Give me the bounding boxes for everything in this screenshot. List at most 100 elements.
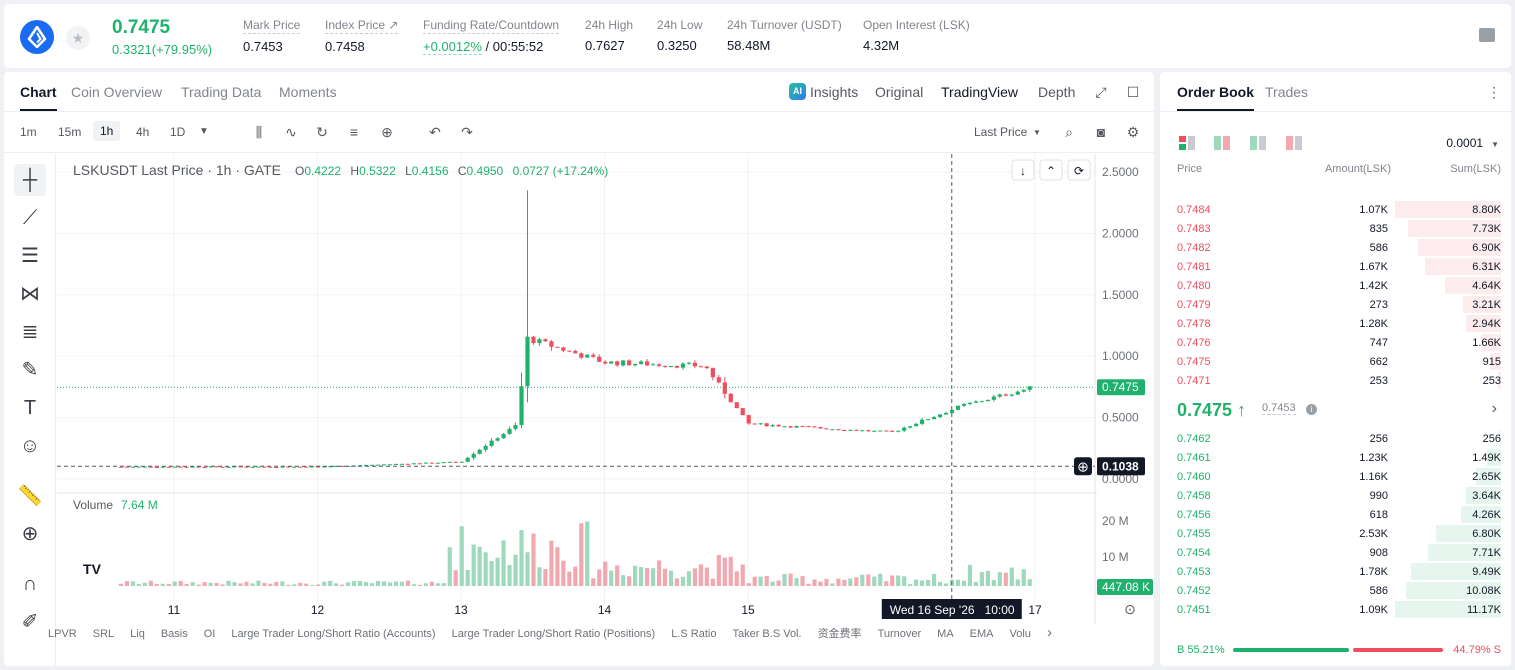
interval-1h[interactable]: 1h — [93, 121, 121, 141]
indicators-icon[interactable]: ∿ — [285, 124, 297, 140]
ask-row[interactable]: 0.7483 835 7.73K — [1160, 219, 1511, 238]
ask-row[interactable]: 0.7476 747 1.66K — [1160, 333, 1511, 352]
undo-icon[interactable]: ↶ — [429, 124, 441, 140]
interval-dropdown-icon[interactable]: ▼ — [199, 126, 209, 137]
search-icon[interactable]: ⌕ — [1065, 124, 1073, 140]
bid-row[interactable]: 0.7456 618 4.26K — [1160, 505, 1511, 524]
indicator-item[interactable]: Large Trader Long/Short Ratio (Positions… — [451, 628, 656, 640]
reset-button[interactable] — [1067, 159, 1091, 181]
ask-row[interactable]: 0.7482 586 6.90K — [1160, 238, 1511, 257]
ask-row[interactable]: 0.7480 1.42K 4.64K — [1160, 276, 1511, 295]
bid-row[interactable]: 0.7458 990 3.64K — [1160, 486, 1511, 505]
candle-body — [1009, 394, 1014, 396]
fullscreen-icon[interactable]: ☐ — [1126, 84, 1140, 100]
tab-original[interactable]: Original — [875, 84, 924, 100]
indicator-item[interactable]: L.S Ratio — [671, 628, 717, 640]
bid-row[interactable]: 0.7453 1.78K 9.49K — [1160, 562, 1511, 581]
bid-row[interactable]: 0.7455 2.53K 6.80K — [1160, 524, 1511, 543]
magnet-tool-icon[interactable]: ∩ — [22, 573, 38, 595]
volume-bar — [555, 547, 560, 586]
indicator-item[interactable]: 资金费率 — [817, 628, 862, 640]
tab-insights[interactable]: Insights — [810, 84, 859, 100]
price-source-select[interactable]: Last Price — [974, 125, 1028, 139]
bid-row[interactable]: 0.7462 256 256 — [1160, 429, 1511, 448]
text-tool-icon[interactable]: T — [23, 397, 37, 419]
bid-row[interactable]: 0.7460 1.16K 2.65K — [1160, 467, 1511, 486]
precision-select[interactable]: 0.0001 ▼ — [1446, 136, 1499, 150]
ask-row[interactable]: 0.7471 253 253 — [1160, 371, 1511, 390]
mark-price-info-icon: ⅰ — [1306, 404, 1317, 415]
indicator-item[interactable]: OI — [203, 628, 216, 640]
indicator-item[interactable]: Liq — [130, 628, 145, 640]
redo-icon[interactable]: ↷ — [461, 124, 473, 140]
settings-icon[interactable]: ⚙ — [1126, 124, 1140, 140]
candle-type-icon[interactable]: ⫼ — [255, 124, 263, 140]
add-order-button[interactable] — [1074, 457, 1092, 476]
bid-row[interactable]: 0.7454 908 7.71K — [1160, 543, 1511, 562]
tab-tradingview[interactable]: TradingView — [941, 84, 1019, 100]
trend-line-tool-icon[interactable]: ⟋ — [23, 207, 37, 229]
crosshair-tool-icon[interactable]: ┼ — [14, 164, 46, 196]
templates-icon[interactable]: ≡ — [349, 124, 359, 140]
ask-row[interactable]: 0.7475 662 915 — [1160, 352, 1511, 371]
replay-icon[interactable]: ↻ — [316, 124, 328, 140]
ruler-tool-icon[interactable]: 📏 — [17, 485, 43, 507]
bid-row[interactable]: 0.7461 1.23K 1.49K — [1160, 448, 1511, 467]
price-chart[interactable]: LSKUSDT Last Price · 1h · GATE O0.4222 H… — [57, 154, 1154, 624]
collapse-button[interactable] — [1039, 159, 1063, 181]
more-menu-icon[interactable]: ⋮ — [1487, 84, 1501, 100]
lock-draw-tool-icon[interactable]: ✐ — [21, 611, 39, 633]
view-asks-icon[interactable] — [1286, 136, 1303, 150]
view-bids-icon[interactable] — [1250, 136, 1267, 150]
pattern-tool-icon[interactable]: ⋈ — [20, 283, 40, 305]
indicator-item[interactable]: Turnover — [877, 628, 922, 640]
indicator-item[interactable]: EMA — [969, 628, 994, 640]
bid-row[interactable]: 0.7452 586 10.08K — [1160, 581, 1511, 600]
view-both-icon[interactable] — [1179, 136, 1196, 150]
brush-tool-icon[interactable]: ✎ — [21, 359, 39, 381]
tab-moments[interactable]: Moments — [279, 84, 337, 100]
ask-row[interactable]: 0.7478 1.28K 2.94K — [1160, 314, 1511, 333]
interval-1d[interactable]: 1D — [170, 125, 186, 139]
volume-bar — [925, 579, 931, 586]
zoom-in-tool-icon[interactable]: ⊕ — [21, 523, 39, 545]
interval-15m[interactable]: 15m — [58, 125, 82, 139]
ask-row[interactable]: 0.7484 1.07K 8.80K — [1160, 200, 1511, 219]
fib-tool-icon[interactable]: ≣ — [21, 321, 39, 343]
indicator-item[interactable]: Basis — [160, 628, 188, 640]
time-axis-settings-icon[interactable]: ⊙ — [1124, 601, 1136, 617]
ask-sum: 4.64K — [1472, 280, 1501, 292]
price-source-dropdown-icon[interactable]: ▼ — [1033, 128, 1041, 137]
chevron-right-icon[interactable]: › — [1046, 624, 1052, 641]
indicator-item[interactable]: Large Trader Long/Short Ratio (Accounts) — [231, 628, 436, 640]
indicator-item[interactable]: SRL — [92, 628, 115, 640]
tab-trading-data[interactable]: Trading Data — [181, 84, 262, 100]
expand-icon[interactable]: ⤢ — [1095, 84, 1107, 100]
interval-1m[interactable]: 1m — [20, 125, 37, 139]
interval-4h[interactable]: 4h — [136, 125, 150, 139]
indicator-item[interactable]: Volu — [1009, 628, 1031, 640]
ask-row[interactable]: 0.7479 273 3.21K — [1160, 295, 1511, 314]
emoji-tool-icon[interactable]: ☺ — [19, 435, 41, 457]
book-icon[interactable] — [1479, 28, 1495, 42]
camera-icon[interactable]: ◙ — [1096, 124, 1106, 140]
tab-depth[interactable]: Depth — [1038, 84, 1076, 100]
tab-chart[interactable]: Chart — [20, 84, 57, 111]
view-mixed-icon[interactable] — [1214, 136, 1231, 150]
indicator-item[interactable]: MA — [937, 628, 954, 640]
chevron-right-icon[interactable]: › — [1491, 400, 1497, 417]
bid-row[interactable]: 0.7451 1.09K 11.17K — [1160, 600, 1511, 619]
scroll-down-button[interactable] — [1011, 159, 1035, 181]
favorite-star-icon[interactable]: ★ — [66, 26, 90, 50]
indicator-item[interactable]: Taker B.S Vol. — [732, 628, 802, 640]
index-price-label[interactable]: Index Price ↗ — [325, 18, 399, 34]
add-alert-icon[interactable]: ⊕ — [381, 124, 393, 140]
indicator-item[interactable]: LPVR — [48, 628, 77, 640]
tab-trades[interactable]: Trades — [1265, 84, 1309, 100]
horizontal-lines-tool-icon[interactable]: ☰ — [21, 245, 39, 267]
mark-price-label[interactable]: Mark Price — [243, 18, 301, 34]
ask-row[interactable]: 0.7481 1.67K 6.31K — [1160, 257, 1511, 276]
tab-order-book[interactable]: Order Book — [1177, 84, 1255, 111]
tab-coin-overview[interactable]: Coin Overview — [71, 84, 163, 100]
funding-rate-label[interactable]: Funding Rate/Countdown — [423, 18, 560, 34]
